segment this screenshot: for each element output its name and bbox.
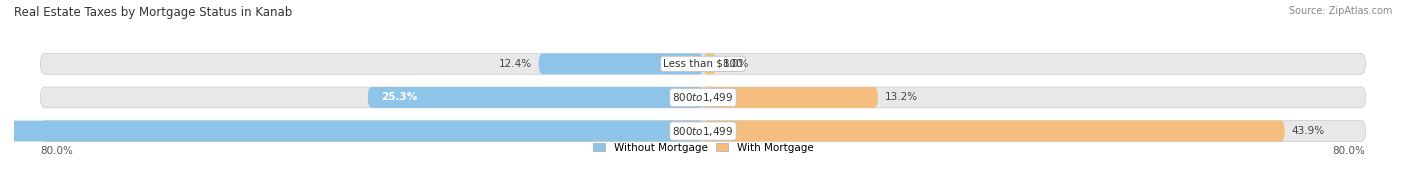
Text: 25.3%: 25.3% bbox=[381, 93, 418, 103]
FancyBboxPatch shape bbox=[0, 121, 703, 142]
FancyBboxPatch shape bbox=[41, 54, 1365, 74]
Text: 1.0%: 1.0% bbox=[723, 59, 749, 69]
FancyBboxPatch shape bbox=[41, 87, 1365, 108]
Text: 13.2%: 13.2% bbox=[884, 93, 918, 103]
Text: $800 to $1,499: $800 to $1,499 bbox=[672, 124, 734, 138]
Text: 12.4%: 12.4% bbox=[499, 59, 531, 69]
FancyBboxPatch shape bbox=[703, 121, 1285, 142]
Text: Source: ZipAtlas.com: Source: ZipAtlas.com bbox=[1288, 6, 1392, 16]
Text: Less than $800: Less than $800 bbox=[664, 59, 742, 69]
FancyBboxPatch shape bbox=[703, 87, 877, 108]
FancyBboxPatch shape bbox=[41, 121, 1365, 142]
Text: 80.0%: 80.0% bbox=[41, 145, 73, 156]
Text: 43.9%: 43.9% bbox=[1291, 126, 1324, 136]
Text: Real Estate Taxes by Mortgage Status in Kanab: Real Estate Taxes by Mortgage Status in … bbox=[14, 6, 292, 19]
FancyBboxPatch shape bbox=[368, 87, 703, 108]
FancyBboxPatch shape bbox=[703, 54, 716, 74]
Legend: Without Mortgage, With Mortgage: Without Mortgage, With Mortgage bbox=[589, 139, 817, 157]
Text: $800 to $1,499: $800 to $1,499 bbox=[672, 91, 734, 104]
FancyBboxPatch shape bbox=[538, 54, 703, 74]
Text: 80.0%: 80.0% bbox=[1333, 145, 1365, 156]
